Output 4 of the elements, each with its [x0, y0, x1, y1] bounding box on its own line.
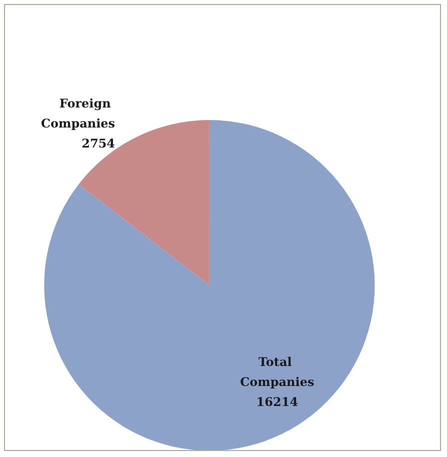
data-label: 2754 [82, 136, 116, 150]
slice-label: Foreign Companies [40, 96, 116, 130]
data-label: 16214 [256, 395, 298, 410]
slice-label: Total Companies [240, 355, 314, 390]
